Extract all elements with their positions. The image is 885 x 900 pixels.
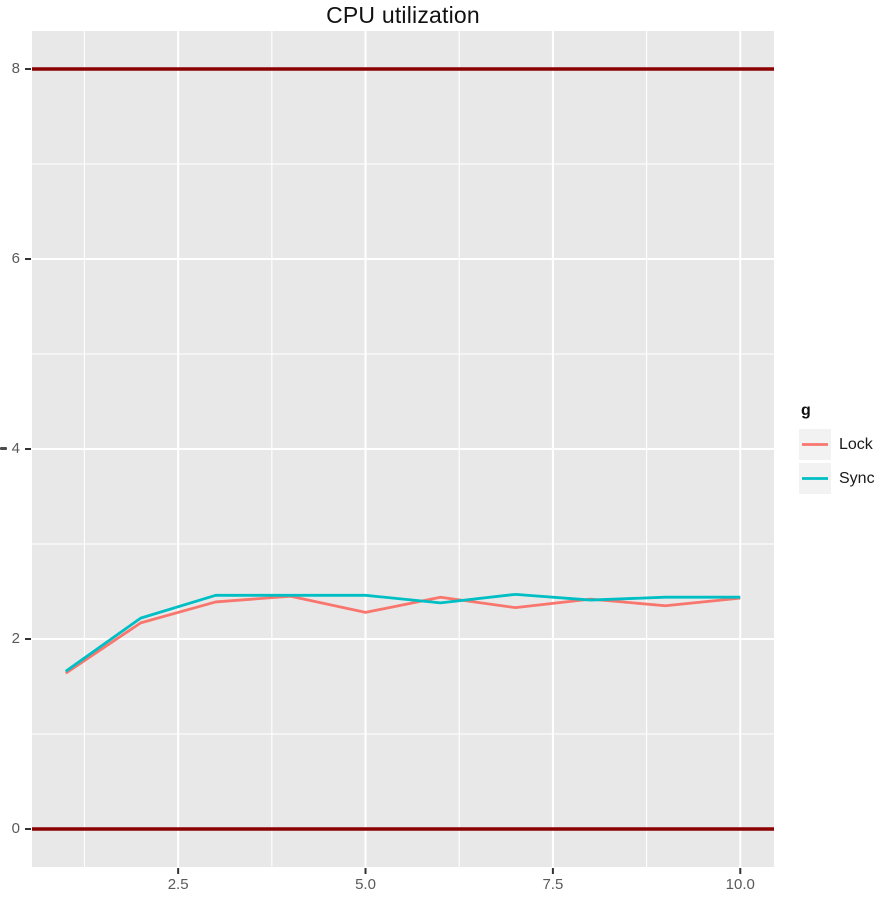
x-tick-label: 5.0 (355, 876, 376, 893)
legend-key-sync (799, 463, 831, 494)
series-line-sync (64, 592, 741, 673)
sync-line-icon (799, 463, 831, 494)
legend-item-sync: Sync (799, 463, 875, 494)
legend-label-sync: Sync (839, 469, 875, 487)
y-tick-label: 4 (11, 440, 20, 457)
x-tick-label: 2.5 (167, 876, 189, 893)
legend-title: g (801, 402, 811, 419)
y-tick-label: 0 (11, 820, 20, 837)
y-tick-label: 6 (11, 250, 20, 267)
legend-label-lock: Lock (839, 435, 873, 453)
legend-key-lock (799, 429, 831, 460)
y-axis-title-clipped (0, 447, 7, 450)
x-tick-label: 7.5 (542, 876, 564, 893)
y-tick-label: 2 (11, 630, 20, 647)
y-tick-label: 8 (11, 60, 20, 77)
legend-item-lock: Lock (799, 429, 875, 460)
lock-line-icon (799, 429, 831, 460)
x-tick-label: 10.0 (725, 876, 755, 893)
legend: g Lock Sync (799, 402, 875, 497)
chart-title: CPU utilization (326, 2, 480, 28)
series-line-lock (64, 594, 741, 675)
